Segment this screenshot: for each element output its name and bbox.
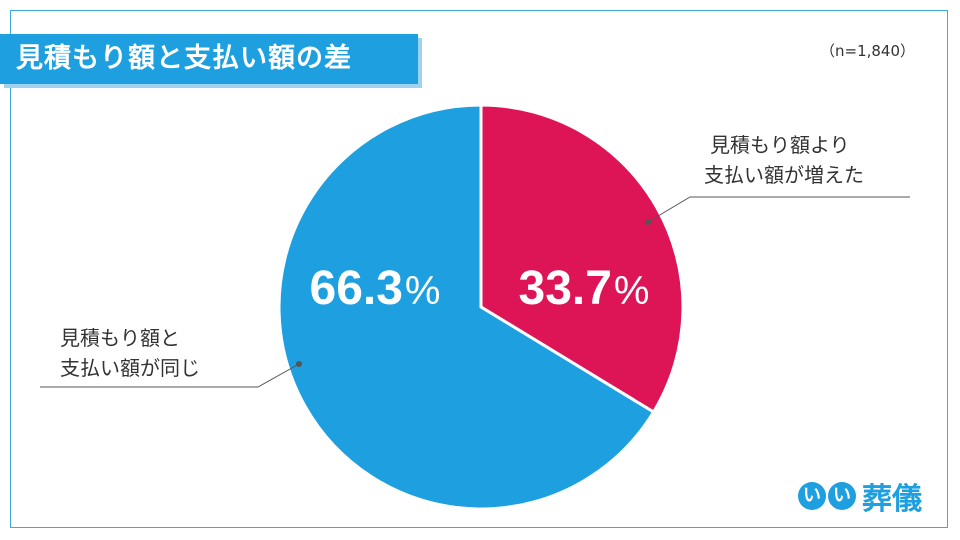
pie-slice-increased — [479, 103, 685, 415]
category-label-increased-line1: 見積もり額より — [710, 133, 850, 157]
leader-line-same — [40, 363, 300, 388]
logo-mark-1: い — [798, 482, 826, 510]
pie-value-label-increased: 33.7% — [519, 262, 650, 315]
category-label-same-line1: 見積もり額と — [60, 326, 180, 350]
category-label-same-line2: 支払い額が同じ — [60, 356, 200, 380]
logo-mark-2: い — [828, 482, 856, 510]
leader-dot-increased — [645, 219, 651, 225]
pie-slice-same — [277, 103, 656, 511]
sample-size-note: （n=1,840） — [820, 42, 916, 60]
leader-line-increased — [647, 196, 910, 223]
brand-logo: い い 葬儀 — [798, 476, 922, 517]
leader-dot-same — [296, 361, 302, 367]
category-label-increased-line2: 支払い額が増えた — [704, 163, 864, 187]
pie-value-label-same: 66.3% — [310, 262, 441, 315]
logo-text: 葬儀 — [862, 482, 922, 517]
chart-title: 見積もり額と支払い額の差 — [0, 34, 418, 84]
